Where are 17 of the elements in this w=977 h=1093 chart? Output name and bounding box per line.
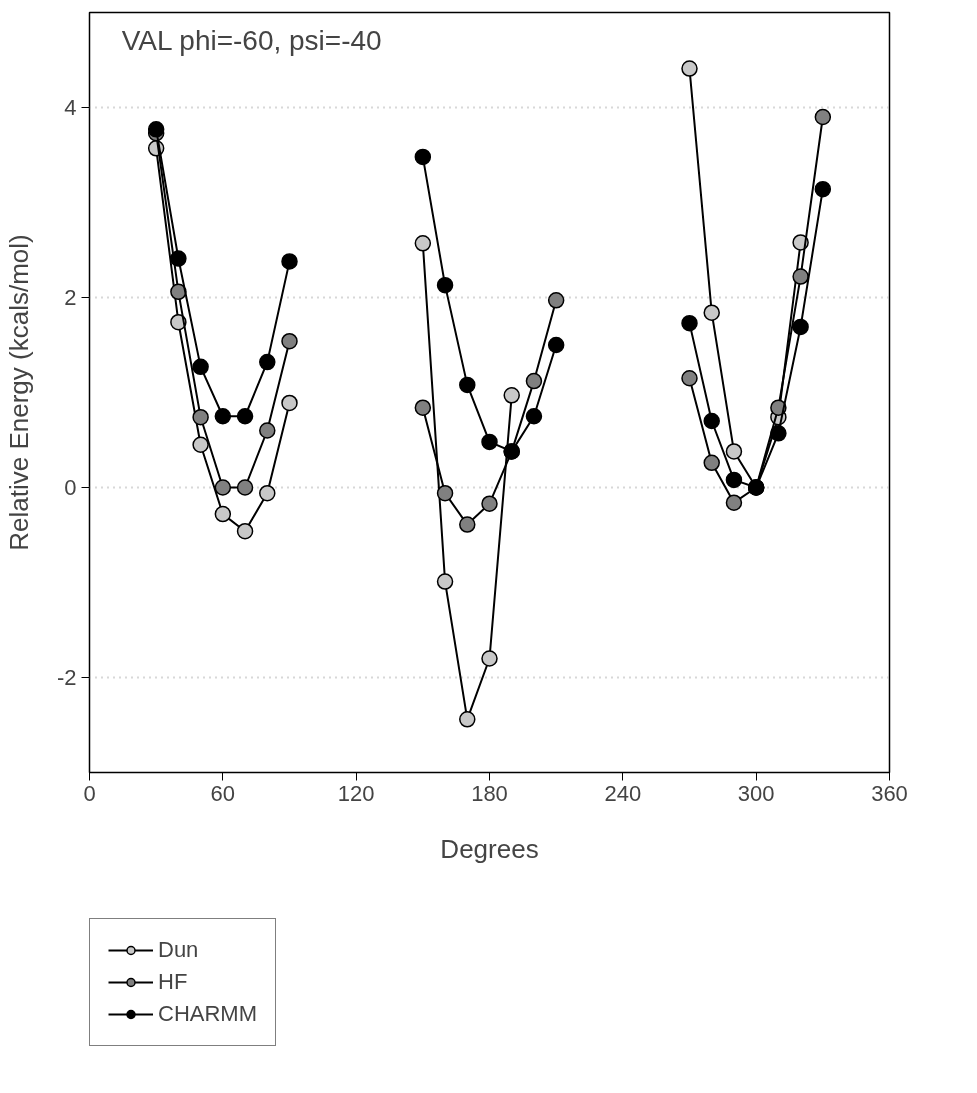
- y-tick-label: 0: [64, 475, 77, 500]
- x-tick-label: 300: [737, 780, 775, 806]
- legend-label: HF: [158, 969, 188, 995]
- x-tick-label: 240: [604, 780, 642, 806]
- y-tick-label: 2: [64, 285, 77, 310]
- legend-label: CHARMM: [158, 1001, 257, 1027]
- legend-label: Dun: [158, 937, 199, 963]
- y-axis-title: Relative Energy (kcals/mol): [3, 234, 34, 551]
- y-tick-label: -2: [56, 665, 77, 690]
- x-axis-title: Degrees: [440, 833, 539, 864]
- x-tick-label: 0: [83, 780, 96, 806]
- x-tick-label: 360: [871, 780, 908, 806]
- chart-title: VAL phi=-60, psi=-40: [121, 24, 382, 56]
- x-tick-label: 180: [471, 780, 508, 806]
- x-tick-label: 60: [210, 780, 236, 806]
- y-tick-label: 4: [64, 95, 77, 120]
- x-tick-label: 120: [337, 780, 375, 806]
